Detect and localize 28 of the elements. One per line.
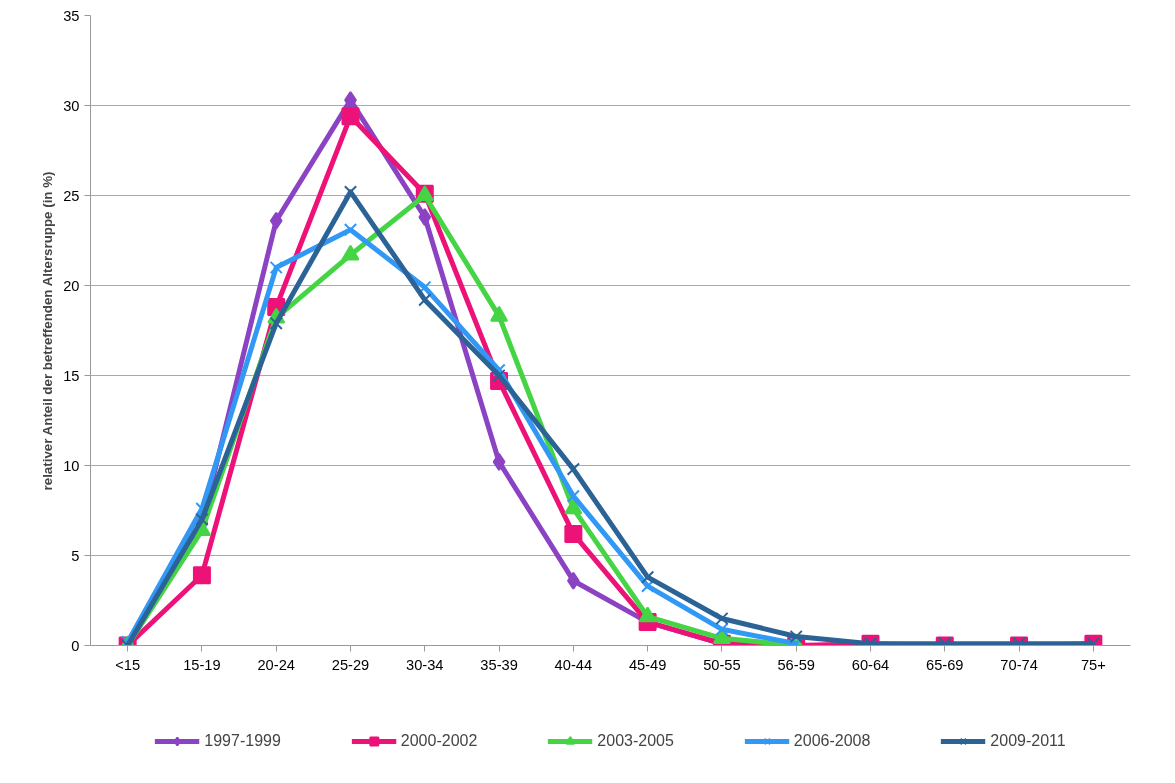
x-tick-label: 56-59 xyxy=(777,656,815,673)
x-tick-label: 25-29 xyxy=(331,656,370,673)
y-tick-label: 15 xyxy=(63,367,80,384)
y-tick-label: 10 xyxy=(63,457,80,474)
x-tick-label: 65-69 xyxy=(926,656,964,673)
y-tick-label: 25 xyxy=(63,187,80,204)
x-tick-label: 60-64 xyxy=(851,656,890,673)
legend-label: 1997-1999 xyxy=(204,732,281,751)
y-tick-label: 20 xyxy=(63,277,80,294)
legend-label: 2009-2011 xyxy=(990,732,1066,751)
x-tick-label: 20-24 xyxy=(257,656,295,673)
x-tick-label: 40-44 xyxy=(554,656,593,673)
y-tick-label: 30 xyxy=(63,97,80,114)
legend-label: 2003-2005 xyxy=(597,732,674,751)
x-tick-label: 30-34 xyxy=(406,656,444,673)
x-tick-label: 50-55 xyxy=(703,656,741,673)
y-tick-label: 35 xyxy=(63,7,80,24)
y-tick-label: 5 xyxy=(71,547,80,564)
x-tick-label: 15-19 xyxy=(183,656,221,673)
y-tick-label: 0 xyxy=(71,637,80,654)
x-tick-label: 70-74 xyxy=(1000,656,1038,673)
x-tick-label: 75+ xyxy=(1080,656,1106,673)
y-axis-title: relativer Anteil der betreffenden Altersruppe (in %) xyxy=(40,171,56,491)
x-tick-label: 45-49 xyxy=(628,656,667,673)
legend-label: 2006-2008 xyxy=(793,732,871,751)
legend-label: 2000-2002 xyxy=(400,732,478,751)
x-tick-label: <15 xyxy=(115,656,141,673)
x-tick-label: 35-39 xyxy=(480,656,518,673)
